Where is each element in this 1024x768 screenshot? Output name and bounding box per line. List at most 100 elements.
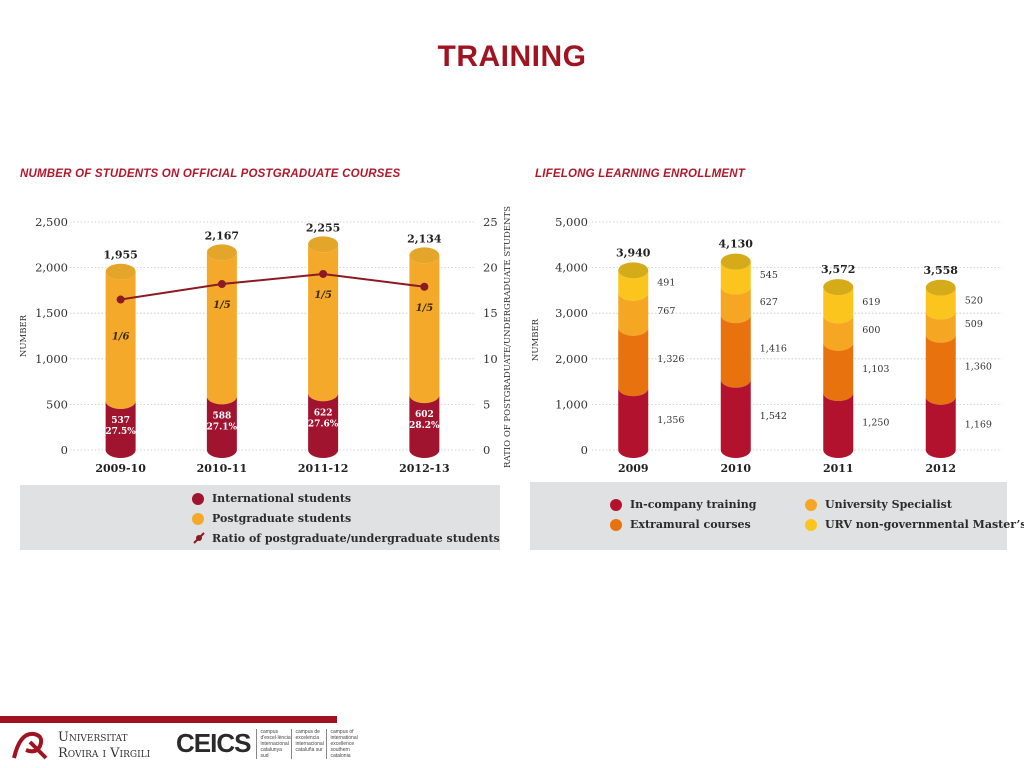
postgraduate-chart: 0 500 1,000 1,500 2,000 2,500 0 5 10 15 20 25 NUMBER…: [19, 206, 513, 475]
international-value-label: 537: [111, 416, 130, 426]
y-tick-label: 2,000: [555, 352, 588, 366]
legend-label: International students: [212, 492, 352, 505]
international-value-label: 602: [415, 410, 434, 420]
lifelong-panel: LIFELONG LEARNING ENROLLMENT: [535, 168, 1005, 180]
x-tick-label: 2011: [823, 462, 854, 475]
international-value-label: 588: [212, 411, 231, 421]
international-pct-label: 28.2%: [409, 421, 440, 431]
specialist-label: 767: [657, 306, 675, 317]
lifelong-chart: 0 1,000 2,000 3,000 4,000 5,000 NUMBER 491 767 1,…: [531, 215, 1002, 475]
extramural-label: 1,416: [760, 343, 787, 354]
legend-item-postgraduate: Postgraduate students: [192, 512, 351, 525]
specialist-dot-icon: [805, 498, 817, 511]
specialist-label: 627: [760, 297, 778, 308]
ratio-point: [217, 280, 226, 289]
urv-logo-icon: [12, 731, 48, 760]
international-bar: [308, 393, 339, 458]
urv-bar: [720, 253, 751, 295]
y-tick-label: 1,000: [35, 352, 68, 366]
ratio-line: [120, 272, 425, 301]
urv-label: 619: [862, 297, 880, 308]
international-bar: [206, 396, 237, 458]
x-tick-label: 2011-12: [298, 462, 349, 475]
y-tick-label: 1,500: [35, 306, 68, 320]
ratio-label: 1/5: [314, 290, 332, 301]
extramural-label: 1,360: [965, 362, 992, 373]
legend-item-extramural: Extramural courses: [610, 518, 751, 531]
urv-bar: [823, 279, 854, 324]
y-tick-label: 0: [61, 443, 68, 457]
ratio-point: [319, 269, 328, 278]
y-tick-label: 0: [581, 443, 588, 457]
extramural-label: 1,326: [657, 354, 684, 365]
lifelong-legend: In-company training University Specialis…: [530, 482, 1024, 550]
y-tick-label: 4,000: [555, 261, 588, 275]
total-label: 2,134: [407, 232, 442, 245]
lifelong-chart-title: LIFELONG LEARNING ENROLLMENT: [535, 168, 746, 180]
extramural-bar: [823, 342, 854, 401]
postgraduate-bar: [308, 236, 339, 402]
postgraduate-legend: International students Postgraduate stud…: [20, 485, 500, 550]
x-tick-label: 2010: [720, 462, 751, 475]
specialist-bar: [618, 292, 649, 336]
ceics-logo: CEICS campus d'excel·lència internaciona…: [176, 728, 361, 759]
legend-label: URV non-governmental Master’s: [825, 518, 1024, 531]
legend-label: In-company training: [630, 498, 757, 511]
in-company-label: 1,250: [862, 418, 889, 429]
ratio-label: 1/5: [213, 300, 231, 311]
ceics-col: campus d'excel·lència internacional cata…: [256, 728, 291, 759]
postgraduate-panel: NUMBER OF STUDENTS ON OFFICIAL POSTGRADU…: [20, 168, 500, 180]
ratio-label: 1/6: [112, 332, 130, 343]
international-bar: [409, 395, 440, 458]
international-dot-icon: [192, 492, 204, 505]
extramural-label: 1,103: [862, 364, 889, 375]
y-tick-label: 500: [46, 397, 68, 411]
urv-bar: [925, 279, 956, 320]
urv-line1: Universitat: [58, 730, 128, 745]
specialist-bar: [925, 311, 956, 343]
total-label: 4,130: [719, 238, 754, 251]
y2-tick-label: 20: [483, 261, 498, 275]
international-bar: [105, 401, 136, 458]
international-pct-label: 27.6%: [308, 419, 339, 429]
extramural-bar: [925, 334, 956, 405]
x-tick-label: 2010-11: [197, 462, 248, 475]
legend-label: Extramural courses: [630, 518, 751, 531]
y-axis-label: NUMBER: [531, 318, 541, 361]
legend-item-urv: URV non-governmental Master’s: [805, 518, 1024, 531]
y-tick-label: 2,500: [35, 215, 68, 229]
specialist-label: 509: [965, 319, 983, 330]
postgraduate-chart-title: NUMBER OF STUDENTS ON OFFICIAL POSTGRADU…: [20, 168, 401, 180]
in-company-label: 1,542: [760, 411, 787, 422]
legend-label: Ratio of postgraduate/undergraduate stud…: [212, 531, 500, 545]
in-company-bar: [925, 396, 956, 458]
legend-item-specialist: University Specialist: [805, 498, 952, 511]
specialist-bar: [823, 315, 854, 351]
ratio-label: 1/5: [416, 303, 434, 314]
ceics-col: campus de excelencia internacional catal…: [291, 728, 326, 759]
in-company-bar: [823, 393, 854, 458]
x-tick-label: 2009-10: [95, 462, 146, 475]
y-tick-label: 3,000: [555, 306, 588, 320]
total-label: 3,558: [924, 264, 959, 277]
urv-wordmark: Universitat Rovira i Virgili: [58, 730, 150, 762]
in-company-bar: [720, 379, 751, 458]
ratio-point: [116, 295, 125, 304]
international-value-label: 622: [314, 408, 333, 418]
international-pct-label: 27.1%: [207, 422, 238, 432]
postgraduate-bar: [409, 247, 440, 404]
urv-dot-icon: [805, 518, 817, 531]
y-tick-label: 2,000: [35, 261, 68, 275]
y2-tick-label: 10: [483, 352, 498, 366]
legend-item-in-company: In-company training: [610, 498, 756, 511]
ceics-col: campus of international excellence south…: [326, 728, 361, 759]
postgraduate-dot-icon: [192, 512, 204, 525]
urv-bar: [618, 262, 649, 301]
legend-item-international: International students: [192, 492, 351, 505]
ratio-line-icon: [193, 532, 205, 544]
x-tick-label: 2012-13: [399, 462, 450, 475]
extramural-bar: [618, 327, 649, 397]
in-company-dot-icon: [610, 498, 622, 511]
total-label: 1,955: [103, 249, 137, 262]
specialist-label: 600: [862, 325, 880, 336]
